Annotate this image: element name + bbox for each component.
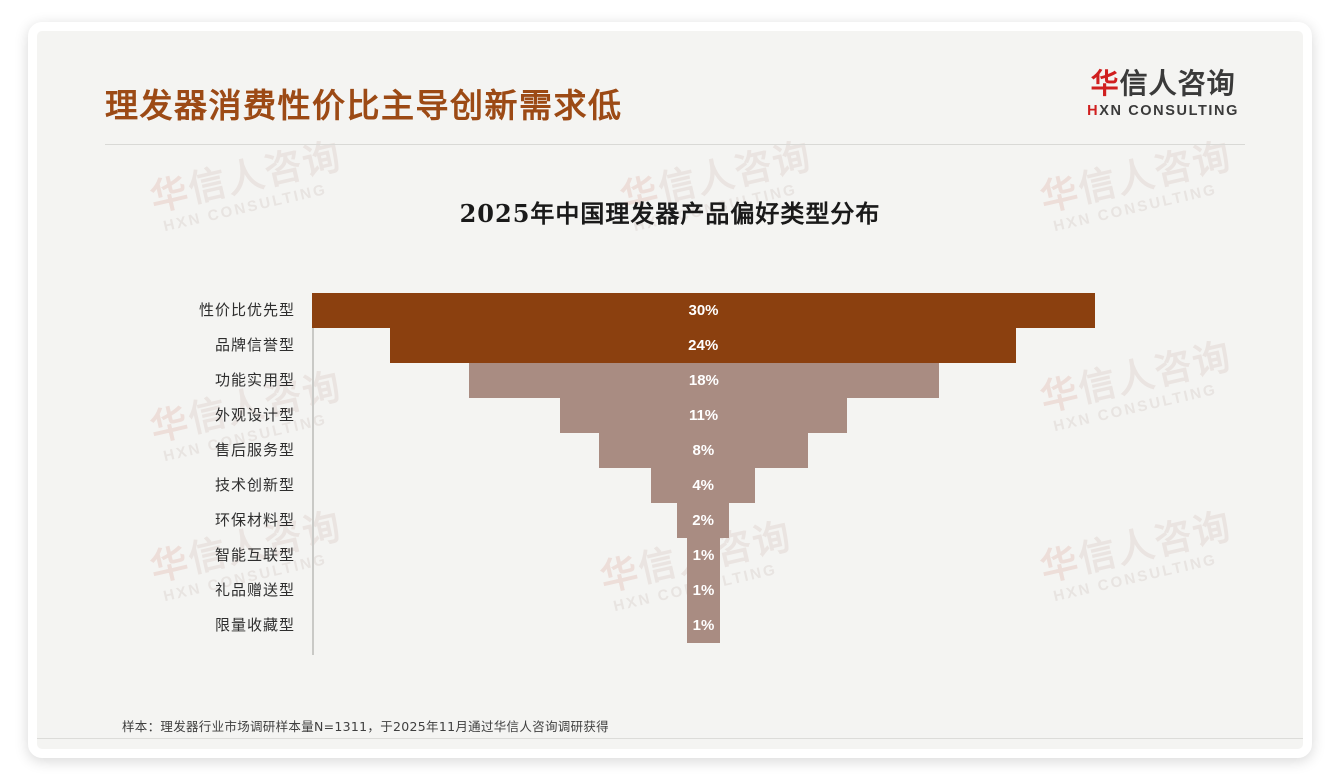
sample-note: 样本：理发器行业市场调研样本量N=1311，于2025年11月通过华信人咨询调研… [122, 719, 609, 734]
chart-row: 外观设计型 11% [37, 398, 1303, 433]
logo-en-rest: XN CONSULTING [1099, 102, 1239, 119]
category-label: 礼品赠送型 [214, 581, 295, 599]
category-label: 环保材料型 [214, 511, 295, 529]
bar: 2% [677, 503, 730, 538]
logo-en-red-char: H [1087, 102, 1100, 119]
bar: 11% [560, 398, 848, 433]
category-label: 限量收藏型 [214, 616, 295, 634]
chart-row: 功能实用型 18% [37, 363, 1303, 398]
category-label: 功能实用型 [214, 371, 295, 389]
slide-header: 理发器消费性价比主导创新需求低 华信人咨询 HXN CONSULTING [37, 31, 1303, 145]
chart-row: 限量收藏型 1% [37, 608, 1303, 643]
logo-cn-red-char: 华 [1090, 67, 1120, 100]
category-label: 售后服务型 [214, 441, 295, 459]
company-logo: 华信人咨询 HXN CONSULTING [1087, 67, 1239, 119]
bar: 30% [312, 293, 1095, 328]
bar-value-label: 24% [688, 337, 719, 354]
chart-axis-line [312, 293, 314, 655]
copyright-text: ©2026.1 HXR华信人咨询 [105, 750, 260, 758]
slide-canvas: 华信人咨询 HXN CONSULTING 华信人咨询 HXN CONSULTING 华信… [28, 22, 1312, 758]
bar-value-label: 1% [692, 582, 715, 599]
bar-value-label: 18% [688, 372, 719, 389]
funnel-bar-chart: 性价比优先型 30% 品牌信誉型 24% 功能实用型 18% 外观设计型 11% 售后服务型 8%… [37, 273, 1303, 673]
chart-row: 技术创新型 4% [37, 468, 1303, 503]
bar-value-label: 8% [692, 442, 715, 459]
category-label: 外观设计型 [214, 406, 295, 424]
chart-row: 售后服务型 8% [37, 433, 1303, 468]
chart-row: 性价比优先型 30% [37, 293, 1303, 328]
category-label: 智能互联型 [214, 546, 295, 564]
bar-value-label: 1% [692, 617, 715, 634]
logo-chinese-text: 华信人咨询 [1087, 67, 1239, 100]
website-url: www.hxrcon.com [1140, 751, 1235, 758]
chart-title: 2025年中国理发器产品偏好类型分布 [459, 199, 881, 228]
bar: 8% [599, 433, 808, 468]
chart-row: 礼品赠送型 1% [37, 573, 1303, 608]
bar: 18% [469, 363, 939, 398]
category-label: 技术创新型 [214, 476, 295, 494]
chart-row: 环保材料型 2% [37, 503, 1303, 538]
chart-row: 智能互联型 1% [37, 538, 1303, 573]
bar: 4% [651, 468, 756, 503]
bar: 1% [687, 608, 720, 643]
category-label: 性价比优先型 [198, 301, 295, 319]
bar-value-label: 11% [688, 407, 719, 424]
bar: 1% [687, 573, 720, 608]
bar-value-label: 2% [692, 512, 714, 529]
bar: 24% [390, 328, 1017, 363]
title-divider [105, 144, 1245, 145]
chart-row: 品牌信誉型 24% [37, 328, 1303, 363]
bar-value-label: 30% [688, 302, 719, 319]
page-title: 理发器消费性价比主导创新需求低 [105, 86, 623, 125]
footer-divider [37, 738, 1303, 739]
bar-value-label: 1% [692, 547, 715, 564]
bar-value-label: 4% [692, 477, 715, 494]
slide-footer: ©2026.1 HXR华信人咨询 www.hxrcon.com [37, 739, 1303, 758]
logo-english-text: HXN CONSULTING [1087, 103, 1239, 119]
bar: 1% [687, 538, 720, 573]
logo-cn-rest: 信人咨询 [1119, 67, 1236, 100]
category-label: 品牌信誉型 [214, 336, 295, 354]
